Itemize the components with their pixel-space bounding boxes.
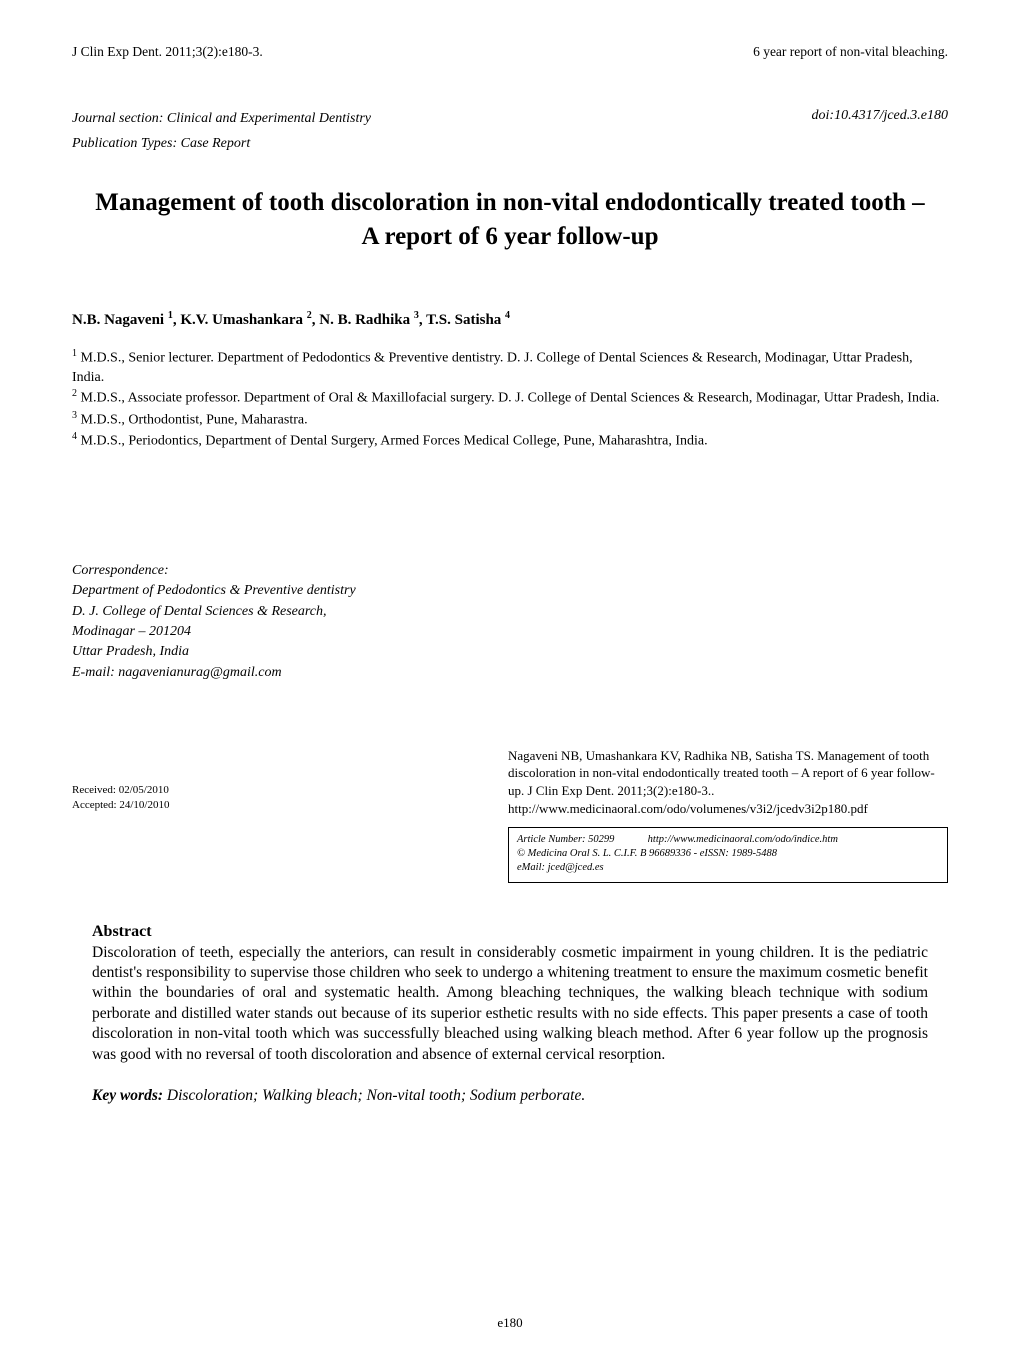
citation-text: Nagaveni NB, Umashankara KV, Radhika NB,…	[508, 747, 948, 800]
infobox-line1: Article Number: 50299 http://www.medicin…	[517, 833, 939, 847]
correspondence-line1: Department of Pedodontics & Preventive d…	[72, 581, 948, 601]
correspondence-block: Correspondence: Department of Pedodontic…	[72, 561, 948, 683]
article-info-box: Article Number: 50299 http://www.medicin…	[508, 827, 948, 883]
affil-4-text: M.D.S., Periodontics, Department of Dent…	[77, 434, 708, 449]
article-number: Article Number: 50299	[517, 834, 614, 845]
correspondence-label: Correspondence:	[72, 561, 948, 581]
correspondence-line5: E-mail: nagavenianurag@gmail.com	[72, 663, 948, 683]
running-header: J Clin Exp Dent. 2011;3(2):e180-3. 6 yea…	[72, 44, 948, 60]
accepted-date: Accepted: 24/10/2010	[72, 798, 169, 813]
journal-meta-row: Journal section: Clinical and Experiment…	[72, 108, 948, 154]
affil-3-text: M.D.S., Orthodontist, Pune, Maharastra.	[77, 412, 308, 427]
dates-citation-row: Received: 02/05/2010 Accepted: 24/10/201…	[72, 747, 948, 883]
keywords-line: Key words: Discoloration; Walking bleach…	[92, 1087, 928, 1105]
header-left: J Clin Exp Dent. 2011;3(2):e180-3.	[72, 44, 263, 60]
affiliation-4: 4 M.D.S., Periodontics, Department of De…	[72, 430, 948, 451]
publication-types: Publication Types: Case Report	[72, 133, 371, 154]
page-number: e180	[0, 1315, 1020, 1331]
abstract-heading: Abstract	[92, 923, 948, 941]
received-date: Received: 02/05/2010	[72, 783, 169, 798]
author-2: K.V. Umashankara	[180, 312, 306, 328]
page-root: J Clin Exp Dent. 2011;3(2):e180-3. 6 yea…	[0, 0, 1020, 1359]
header-right: 6 year report of non-vital bleaching.	[753, 44, 948, 60]
citation-url: http://www.medicinaoral.com/odo/volumene…	[508, 800, 948, 818]
dates-block: Received: 02/05/2010 Accepted: 24/10/201…	[72, 747, 169, 813]
affil-2-text: M.D.S., Associate professor. Department …	[77, 391, 940, 406]
affiliations: 1 M.D.S., Senior lecturer. Department of…	[72, 347, 948, 452]
author-1: N.B. Nagaveni	[72, 312, 168, 328]
correspondence-line3: Modinagar – 201204	[72, 622, 948, 642]
citation-block: Nagaveni NB, Umashankara KV, Radhika NB,…	[508, 747, 948, 817]
journal-meta-left: Journal section: Clinical and Experiment…	[72, 108, 371, 154]
infobox-line3: eMail: jced@jced.es	[517, 861, 939, 875]
affil-1-text: M.D.S., Senior lecturer. Department of P…	[72, 350, 913, 385]
affiliation-1: 1 M.D.S., Senior lecturer. Department of…	[72, 347, 948, 388]
keywords-label: Key words:	[92, 1087, 167, 1104]
infobox-url: http://www.medicinaoral.com/odo/indice.h…	[648, 834, 838, 845]
correspondence-line4: Uttar Pradesh, India	[72, 642, 948, 662]
affiliation-3: 3 M.D.S., Orthodontist, Pune, Maharastra…	[72, 409, 948, 430]
doi: doi:10.4317/jced.3.e180	[812, 108, 948, 154]
article-title-line1: Management of tooth discoloration in non…	[72, 186, 948, 220]
keywords-text: Discoloration; Walking bleach; Non-vital…	[167, 1087, 585, 1104]
authors-line: N.B. Nagaveni 1, K.V. Umashankara 2, N. …	[72, 310, 948, 329]
title-block: Management of tooth discoloration in non…	[72, 186, 948, 254]
affiliation-2: 2 M.D.S., Associate professor. Departmen…	[72, 387, 948, 408]
correspondence-line2: D. J. College of Dental Sciences & Resea…	[72, 602, 948, 622]
journal-section: Journal section: Clinical and Experiment…	[72, 108, 371, 129]
author-3: N. B. Radhika	[319, 312, 414, 328]
citation-column: Nagaveni NB, Umashankara KV, Radhika NB,…	[508, 747, 948, 883]
abstract-body: Discoloration of teeth, especially the a…	[92, 943, 928, 1066]
article-title-line2: A report of 6 year follow-up	[72, 220, 948, 254]
author-4: T.S. Satisha	[426, 312, 505, 328]
author-4-sup: 4	[505, 310, 510, 321]
infobox-line2: © Medicina Oral S. L. C.I.F. B 96689336 …	[517, 847, 939, 861]
